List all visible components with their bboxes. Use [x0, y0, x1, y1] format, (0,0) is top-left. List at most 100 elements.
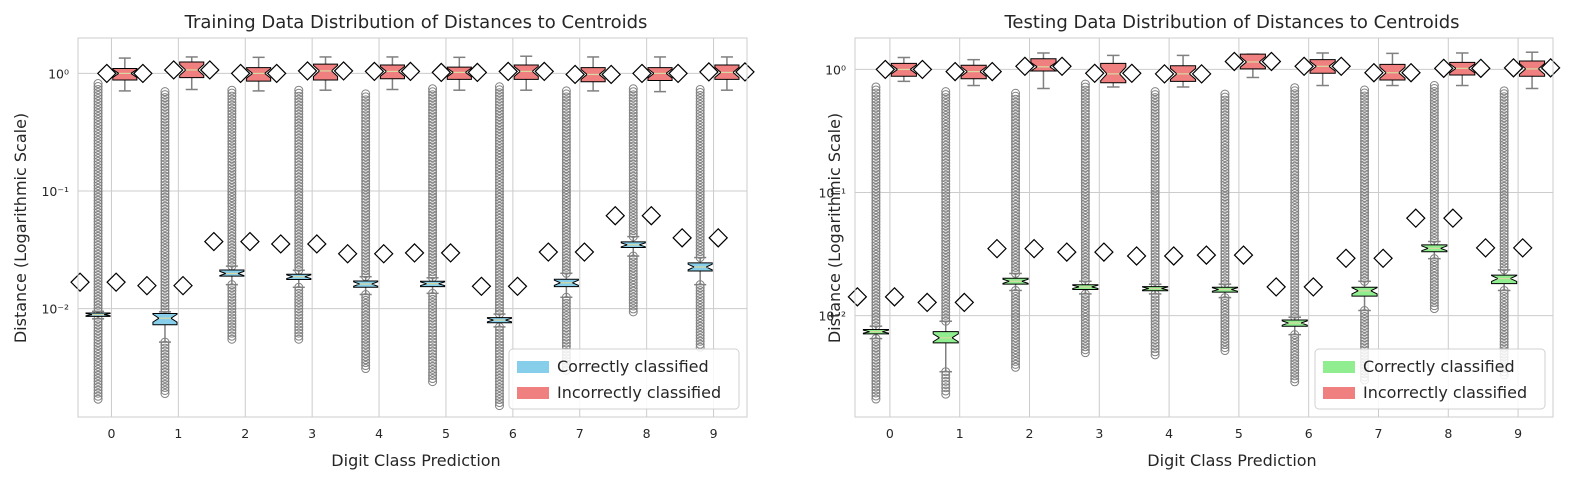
train-correct-outlier-point	[428, 349, 438, 359]
train-correct-outlier-point	[561, 164, 571, 174]
train-correct-outlier-point	[695, 99, 705, 109]
test-correct-outlier-point	[941, 158, 951, 168]
test-correct-outlier-point	[1429, 108, 1439, 118]
test-correct-outlier-point	[1429, 206, 1439, 216]
train-correct-outlier-point	[160, 389, 170, 399]
train-correct-outlier-point	[361, 227, 371, 237]
test-correct-outlier-point	[1290, 344, 1300, 354]
train-correct-outlier-point	[561, 335, 571, 345]
test-correct-outlier-point	[941, 286, 951, 296]
test-correct-outlier-point	[1220, 313, 1230, 323]
train-incorrect-box-group	[632, 56, 688, 93]
train-correct-mean-marker	[306, 234, 327, 254]
test-incorrect-box-group	[1503, 51, 1561, 90]
train-correct-outlier-point	[294, 319, 304, 329]
test-correct-outlier-point	[1220, 195, 1230, 205]
test-correct-outlier-point	[1011, 356, 1021, 366]
test-correct-outlier-point	[1150, 126, 1160, 136]
train-correct-box-group	[70, 79, 126, 404]
test-correct-outlier-point	[1499, 113, 1509, 123]
test-correct-outlier-point	[1499, 101, 1509, 111]
train-correct-outlier-point	[628, 186, 638, 196]
train-correct-outlier-point	[160, 358, 170, 368]
test-correct-outlier-point	[1011, 348, 1021, 358]
train-correct-outlier-point	[294, 325, 304, 335]
test-correct-outlier-point	[1499, 92, 1509, 102]
test-correct-outlier-point	[1499, 116, 1509, 126]
test-correct-outlier-point	[1150, 243, 1160, 253]
test-correct-outlier-point	[1011, 359, 1021, 369]
train-correct-outlier-point	[294, 91, 304, 101]
test-correct-outlier-point	[871, 100, 881, 110]
train-correct-outlier-point	[695, 193, 705, 203]
test-y-tick-label: 10⁻¹	[818, 186, 846, 201]
test-correct-outlier-point	[1150, 171, 1160, 181]
test-correct-outlier-point	[871, 352, 881, 362]
test-correct-outlier-point	[1011, 130, 1021, 140]
test-correct-outlier-point	[1011, 342, 1021, 352]
test-panel: Testing Data Distribution of Distances t…	[818, 12, 1561, 470]
train-correct-outlier-point	[494, 210, 504, 220]
test-correct-mean-marker	[1336, 248, 1356, 269]
train-correct-outlier-point	[361, 116, 371, 126]
train-correct-outlier-point	[160, 243, 170, 253]
test-correct-outlier-point	[1290, 146, 1300, 156]
train-correct-outlier-point	[561, 311, 571, 321]
train-correct-outlier-point	[561, 259, 571, 269]
train-correct-outlier-point	[428, 183, 438, 193]
test-correct-outlier-point	[941, 307, 951, 317]
train-correct-outlier-point	[628, 263, 638, 273]
test-incorrect-mean-marker	[875, 59, 896, 80]
test-correct-outlier-point	[1290, 243, 1300, 253]
train-correct-outlier-point	[227, 118, 237, 128]
train-correct-outlier-point	[160, 216, 170, 226]
train-correct-outlier-point	[628, 177, 638, 187]
train-correct-outlier-point	[227, 133, 237, 143]
train-correct-outlier-point	[695, 315, 705, 325]
train-correct-outlier-point	[361, 310, 371, 320]
test-correct-outlier-point	[1150, 273, 1160, 283]
train-correct-outlier-point	[561, 128, 571, 138]
test-correct-outlier-point	[1360, 208, 1370, 218]
train-correct-outlier-point	[561, 149, 571, 159]
test-correct-outlier-point	[1499, 220, 1509, 230]
train-correct-outlier-point	[494, 276, 504, 286]
test-correct-outlier-point	[871, 187, 881, 197]
train-correct-outlier-point	[695, 232, 705, 242]
test-correct-outlier-point	[1080, 157, 1090, 167]
test-correct-outlier-point	[1011, 327, 1021, 337]
train-correct-outlier-point	[428, 159, 438, 169]
test-correct-box-group	[1196, 89, 1254, 356]
test-correct-outlier-point	[1150, 132, 1160, 142]
test-correct-outlier-point	[1290, 377, 1300, 387]
test-correct-outlier-point	[1150, 249, 1160, 259]
train-correct-outlier-point	[628, 132, 638, 142]
train-correct-outlier-point	[561, 205, 571, 215]
train-correct-outlier-point	[628, 257, 638, 267]
train-correct-mean-marker	[471, 276, 492, 297]
test-correct-outlier-point	[1360, 249, 1370, 259]
test-correct-outlier-point	[1290, 350, 1300, 360]
test-correct-outlier-point	[1290, 288, 1300, 298]
train-correct-outlier-point	[695, 292, 705, 302]
train-correct-outlier-point	[695, 241, 705, 251]
train-correct-outlier-point	[561, 104, 571, 114]
test-correct-outlier-point	[1499, 291, 1509, 301]
test-correct-outlier-point	[1360, 130, 1370, 140]
test-correct-outlier-point	[1290, 222, 1300, 232]
test-correct-outlier-point	[1150, 338, 1160, 348]
train-correct-outlier-point	[695, 327, 705, 337]
train-correct-outlier-point	[160, 114, 170, 124]
train-correct-outlier-point	[294, 103, 304, 113]
test-correct-outlier-point	[941, 146, 951, 156]
test-correct-outlier-point	[1220, 343, 1230, 353]
test-correct-outlier-point	[1429, 159, 1439, 169]
test-correct-outlier-point	[941, 182, 951, 192]
test-correct-outlier-point	[1290, 300, 1300, 310]
train-correct-outlier-point	[160, 192, 170, 202]
train-correct-outlier-point	[93, 168, 103, 178]
test-correct-outlier-point	[1080, 79, 1090, 89]
train-correct-outlier-point	[494, 303, 504, 313]
test-correct-outlier-point	[1429, 156, 1439, 166]
test-correct-outlier-point	[1011, 262, 1021, 272]
